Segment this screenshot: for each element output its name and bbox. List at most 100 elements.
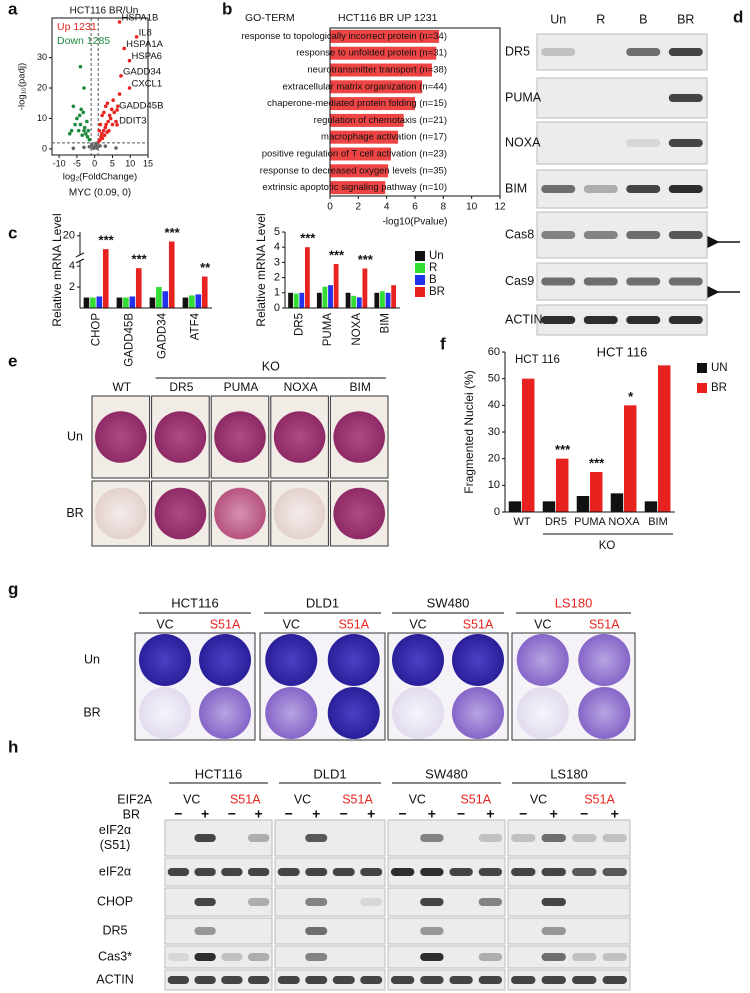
bar [356, 297, 362, 308]
point [103, 144, 108, 148]
category-label: extracellular matrix organization (n=44) [283, 81, 447, 92]
well [392, 687, 444, 739]
construct-label: S51A [230, 792, 261, 806]
bar [576, 496, 590, 512]
well [95, 411, 147, 463]
treatment-label: − [340, 806, 348, 822]
point [82, 145, 86, 150]
point [82, 86, 86, 90]
bar [330, 147, 391, 161]
construct-label: S51A [584, 792, 615, 806]
blot-band [668, 316, 703, 324]
blot-strip [387, 969, 506, 991]
point-label: CXCL1 [132, 79, 163, 90]
category-label: response to unfolded protein (n=31) [296, 48, 447, 59]
well [578, 687, 631, 739]
bar [380, 291, 385, 308]
point [69, 128, 74, 133]
blot-band [583, 231, 618, 239]
blot-band [541, 953, 566, 961]
blot-band [247, 976, 270, 984]
row-label: NOXA [505, 135, 541, 149]
x-tick-label: PUMA [322, 313, 334, 347]
row-label: Un [84, 652, 100, 666]
row-label: eIF2α [99, 823, 131, 837]
point [115, 108, 119, 112]
lane-label: B [639, 12, 647, 26]
cell-line-label: HCT 116 [597, 344, 648, 359]
bar [316, 292, 322, 308]
blot-band [221, 953, 243, 961]
point-label: GADD45B [119, 100, 163, 111]
blot-strip [164, 917, 273, 945]
bar [522, 378, 535, 512]
well [199, 687, 251, 739]
well [214, 411, 266, 463]
column-label: DR5 [169, 380, 193, 394]
bar [556, 458, 569, 512]
bar [195, 294, 202, 308]
blot-band [572, 953, 597, 961]
well [265, 687, 318, 739]
legend-label: UN [711, 362, 728, 374]
bar [391, 285, 397, 308]
point [78, 122, 83, 127]
blot-band [360, 976, 383, 984]
legend-swatch [697, 363, 707, 373]
y-tick-label: 30 [37, 52, 47, 62]
blot-strip [274, 969, 386, 991]
x-tick-label: DR5 [545, 516, 567, 528]
point [103, 125, 108, 130]
point [103, 104, 108, 109]
x-tick-label: 0 [92, 158, 97, 168]
treatment-label: − [228, 806, 236, 822]
well [139, 634, 191, 686]
blot-band [167, 976, 190, 984]
bar [135, 268, 142, 308]
x-tick-label: 4 [384, 202, 390, 213]
significance: *** [329, 247, 345, 262]
well [516, 634, 569, 686]
x-tick-label: GADD45B [124, 313, 136, 367]
panel-label: f [440, 334, 446, 353]
treatment-label: − [580, 806, 588, 822]
treatment-label: − [399, 806, 407, 822]
bar [90, 297, 96, 308]
well [578, 634, 631, 686]
treatment-label: − [519, 806, 527, 822]
x-tick-label: 2 [356, 202, 362, 213]
blot-band [541, 898, 566, 906]
well [95, 487, 147, 540]
x-tick-label: PUMA [574, 516, 606, 528]
blot-band [449, 976, 473, 984]
blot-band [420, 868, 444, 876]
point [104, 122, 108, 127]
x-tick-label: -5 [73, 158, 81, 168]
panel-label: d [733, 7, 743, 26]
blot-band [511, 976, 536, 984]
category-label: response to decreased oxygen levels (n=3… [260, 165, 447, 176]
construct-label: S51A [463, 617, 494, 631]
point [81, 110, 86, 115]
blot-band [478, 976, 503, 984]
legend-label: B [429, 274, 437, 286]
bar [116, 297, 123, 308]
x-tick-label: 0 [327, 202, 333, 213]
blot-strip [274, 945, 386, 969]
significance: *** [300, 231, 316, 246]
blot-band [541, 185, 576, 193]
point [71, 104, 76, 109]
y-tick-label: 0 [494, 506, 500, 518]
well [199, 634, 251, 686]
y-tick-label: 4 [274, 241, 280, 253]
point [115, 104, 120, 109]
blot-band [247, 868, 270, 876]
point [98, 122, 103, 127]
x-tick-label: DR5 [293, 313, 305, 336]
bar [129, 296, 136, 308]
point [82, 128, 86, 133]
bar [162, 291, 169, 308]
panel-label: c [8, 223, 17, 242]
blot-band [305, 927, 328, 935]
x-tick-label: BIM [648, 516, 668, 528]
